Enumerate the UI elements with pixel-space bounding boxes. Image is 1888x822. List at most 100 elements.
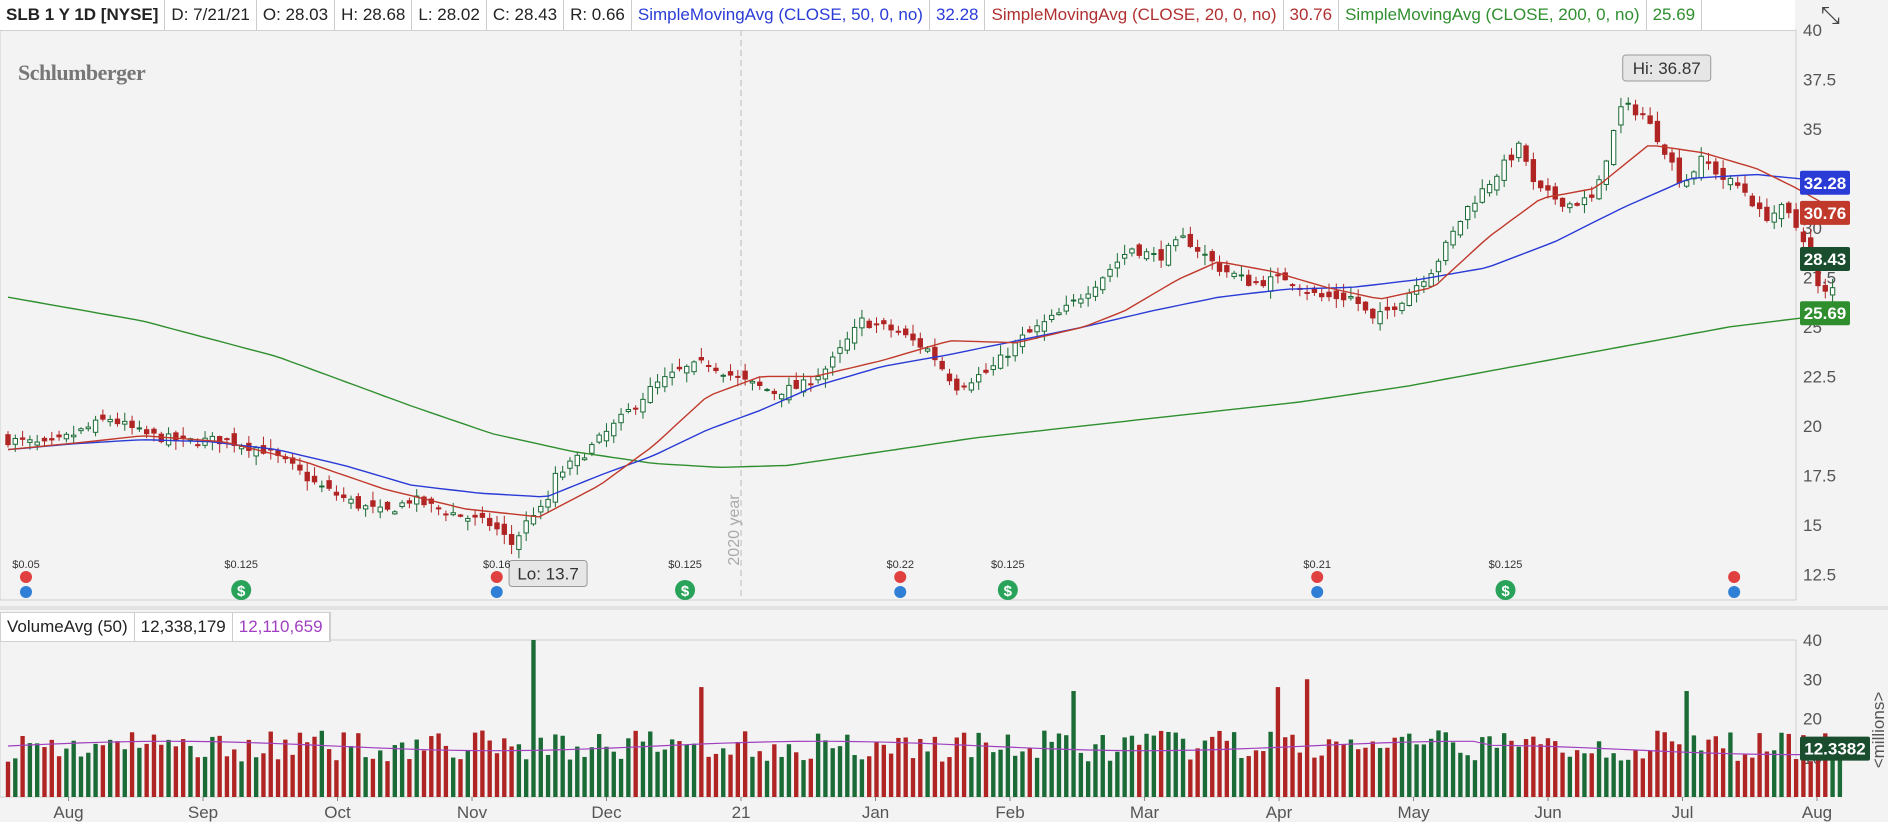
volume-bar xyxy=(662,749,668,797)
candle xyxy=(143,429,150,435)
sma50-label[interactable]: SimpleMovingAvg (CLOSE, 50, 0, no) xyxy=(632,0,930,30)
volume-bar xyxy=(1830,744,1835,797)
candle xyxy=(881,320,887,325)
sma20-badge-bg xyxy=(1800,200,1850,225)
volume-bar xyxy=(305,742,310,797)
volume-bar xyxy=(991,752,996,797)
volume-bar xyxy=(845,734,850,797)
sma20-label[interactable]: SimpleMovingAvg (CLOSE, 20, 0, no) xyxy=(985,0,1284,30)
dollar-glyph: $ xyxy=(1004,583,1013,600)
volume-bar xyxy=(1509,740,1514,797)
candle xyxy=(990,365,996,371)
volume-bar xyxy=(275,759,281,797)
volume-bar xyxy=(582,756,587,797)
volume-bar xyxy=(1764,751,1770,797)
expand-icon[interactable]: ⤡ xyxy=(1820,2,1840,29)
sma50-badge-bg xyxy=(1800,170,1850,195)
volume-bar xyxy=(399,742,405,797)
candle xyxy=(508,534,515,545)
volume-badge: 12.3382 xyxy=(1804,740,1865,759)
volume-bar xyxy=(1618,760,1624,797)
volume-bar xyxy=(436,733,441,797)
candle xyxy=(1822,285,1828,292)
volume-bar xyxy=(1100,735,1105,797)
volume-bar xyxy=(618,758,624,797)
volume-tick-label: 30 xyxy=(1803,670,1822,689)
volume-bar xyxy=(1122,737,1127,797)
volume-bar xyxy=(925,751,930,797)
candle xyxy=(435,507,442,510)
volume-bar xyxy=(1392,737,1397,797)
volume-bar xyxy=(1377,748,1383,797)
candle xyxy=(866,320,872,329)
volume-bar xyxy=(144,743,149,797)
volume-bar xyxy=(1144,733,1149,797)
volume-bar xyxy=(786,744,792,797)
candle xyxy=(1720,167,1726,180)
volume-bar xyxy=(210,736,215,797)
candle xyxy=(362,505,369,510)
volume-bar xyxy=(655,751,660,797)
candle xyxy=(1136,244,1142,256)
volume-bar xyxy=(1042,730,1047,797)
volume-bar xyxy=(713,753,719,797)
candle xyxy=(19,437,26,440)
volume-bar xyxy=(151,734,157,797)
dividend-marker xyxy=(1311,571,1324,583)
volume-bar xyxy=(49,739,54,797)
candle xyxy=(1406,292,1412,306)
volume-bar xyxy=(1706,739,1711,797)
price-tick-label: 22.5 xyxy=(1803,367,1836,386)
candle xyxy=(1501,159,1507,181)
candle xyxy=(844,338,850,351)
volume-bar xyxy=(1399,736,1405,797)
candle xyxy=(1413,285,1420,295)
candle xyxy=(1034,325,1040,333)
candle xyxy=(1362,301,1369,311)
volume-bar xyxy=(998,749,1003,797)
volume-bar xyxy=(706,756,711,797)
volume-bar xyxy=(159,744,164,797)
volume-bar xyxy=(1202,740,1208,797)
dividend-amount: $0.21 xyxy=(1303,559,1331,571)
candle xyxy=(41,437,48,442)
candle xyxy=(1231,272,1237,278)
sma200-label[interactable]: SimpleMovingAvg (CLOSE, 200, 0, no) xyxy=(1339,0,1647,30)
volume-bar xyxy=(1370,741,1375,797)
volume-bar xyxy=(1604,757,1609,797)
volume-bar xyxy=(100,745,106,797)
symbol-label[interactable]: SLB 1 Y 1D [NYSE] xyxy=(0,0,166,30)
volume-bar xyxy=(961,732,967,797)
hi-label: Hi: 36.87 xyxy=(1633,59,1701,78)
candle xyxy=(574,454,580,467)
volume-bar xyxy=(1056,733,1062,797)
candle xyxy=(1756,202,1763,210)
candle xyxy=(1027,329,1033,333)
high-label: H: 28.68 xyxy=(335,0,413,30)
volume-bar xyxy=(1640,758,1646,797)
volume-bar xyxy=(363,757,368,797)
volume-bar xyxy=(414,739,419,797)
volume-bar xyxy=(757,751,762,797)
volume-bar xyxy=(1268,731,1273,797)
volume-bar xyxy=(918,738,923,797)
volume-bar xyxy=(947,757,952,797)
candle xyxy=(1326,291,1332,298)
volume-bar xyxy=(896,737,901,797)
candle xyxy=(603,430,610,442)
candle xyxy=(516,535,522,550)
candle xyxy=(297,464,303,471)
volume-bar xyxy=(516,744,522,797)
candle xyxy=(1048,314,1055,321)
volume-bar xyxy=(297,732,303,797)
volume-bar xyxy=(1283,737,1288,797)
volume-study-label[interactable]: VolumeAvg (50) xyxy=(1,613,135,641)
candle xyxy=(333,491,340,496)
volume-bar xyxy=(633,730,638,797)
candle xyxy=(1194,247,1201,252)
candle xyxy=(1764,206,1770,221)
candle xyxy=(1508,154,1515,161)
volume-bar xyxy=(940,761,945,797)
price-tick-label: 35 xyxy=(1803,120,1822,139)
